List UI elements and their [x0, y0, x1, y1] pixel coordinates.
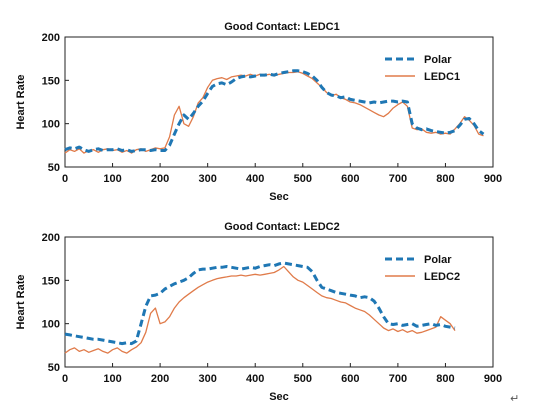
x-tick-label: 100: [103, 373, 121, 385]
y-tick-label: 100: [42, 319, 60, 331]
x-tick-label: 700: [389, 173, 407, 185]
x-tick-label: 800: [436, 373, 454, 385]
x-tick-label: 400: [246, 373, 264, 385]
chart-title: Good Contact: LEDC1: [224, 21, 340, 33]
x-tick-label: 0: [62, 173, 68, 185]
x-tick-label: 600: [341, 373, 359, 385]
x-tick-label: 600: [341, 173, 359, 185]
x-tick-label: 800: [436, 173, 454, 185]
x-tick-label: 900: [484, 373, 502, 385]
chart-panel-ledc1: Good Contact: LEDC1 0 100 200 300 400 500 600 7…: [15, 21, 502, 203]
y-tick-label: 100: [42, 119, 60, 131]
x-tick-label: 0: [62, 373, 68, 385]
y-axis-label: Heart Rate: [15, 74, 27, 129]
x-tick-label: 200: [151, 173, 169, 185]
series-line-ledc2: [64, 265, 456, 354]
x-tick-label: 500: [294, 373, 312, 385]
x-tick-label: 700: [389, 373, 407, 385]
x-tick-label: 100: [103, 173, 121, 185]
return-mark: ↵: [510, 392, 520, 405]
chart-title: Good Contact: LEDC2: [224, 221, 340, 233]
y-tick-label: 200: [42, 232, 60, 244]
y-tick-label: 200: [42, 32, 60, 44]
x-tick-label: 200: [151, 373, 169, 385]
y-tick-label: 50: [48, 362, 60, 374]
plot-frame: [64, 36, 494, 168]
x-axis-label: Sec: [269, 391, 289, 403]
y-axis-label: Heart Rate: [15, 274, 27, 329]
legend-label: LEDC1: [424, 71, 460, 83]
legend-label: Polar: [424, 54, 452, 66]
y-tick-label: 50: [48, 162, 60, 174]
x-tick-label: 300: [198, 173, 216, 185]
y-tick-label: 150: [42, 275, 60, 287]
series-line-polar: [64, 69, 485, 153]
legend-label: Polar: [424, 254, 452, 266]
x-tick-label: 900: [484, 173, 502, 185]
chart-panel-ledc2: Good Contact: LEDC2 0 100 200 300 400 500 600 7…: [15, 221, 502, 403]
x-tick-label: 500: [294, 173, 312, 185]
series-line-ledc1: [64, 71, 484, 154]
x-axis-label: Sec: [269, 191, 289, 203]
y-tick-label: 150: [42, 75, 60, 87]
plot-frame: [64, 236, 494, 368]
x-tick-label: 300: [198, 373, 216, 385]
legend-label: LEDC2: [424, 271, 460, 283]
x-tick-label: 400: [246, 173, 264, 185]
